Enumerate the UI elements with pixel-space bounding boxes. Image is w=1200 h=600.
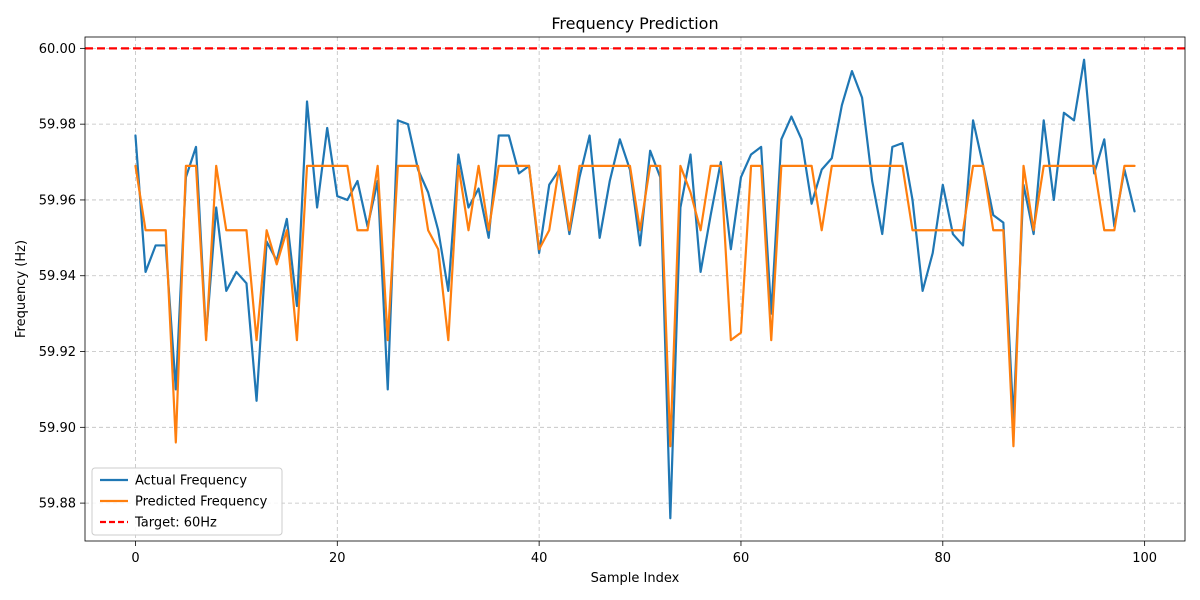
y-tick-label: 59.92: [39, 345, 76, 360]
legend-entry-predicted: Predicted Frequency: [135, 495, 268, 510]
y-tick-label: 59.90: [39, 421, 76, 436]
x-tick-label: 60: [733, 551, 750, 566]
legend-entry-target: Target: 60Hz: [134, 516, 217, 531]
legend-entry-actual: Actual Frequency: [135, 474, 247, 489]
y-tick-label: 60.00: [39, 42, 76, 57]
predicted-frequency-line: [134, 164, 1136, 448]
x-tick-label: 80: [935, 551, 952, 566]
x-tick-label: 20: [329, 551, 346, 566]
x-axis-label: Sample Index: [591, 571, 680, 586]
x-tick-label: 100: [1132, 551, 1157, 566]
x-tick-label: 0: [131, 551, 139, 566]
chart-title: Frequency Prediction: [551, 14, 718, 33]
y-tick-label: 59.88: [39, 497, 76, 512]
series-layer: [134, 58, 1136, 520]
legend: Actual Frequency Predicted Frequency Tar…: [91, 467, 283, 536]
legend-box: [91, 467, 283, 536]
y-tick-label: 59.96: [39, 193, 76, 208]
y-tick-label: 59.94: [39, 269, 76, 284]
plot-frame: [84, 36, 1186, 542]
y-tick-label: 59.98: [39, 118, 76, 133]
y-axis-label: Frequency (Hz): [14, 240, 29, 338]
actual-frequency-line: [134, 58, 1136, 520]
axis-ticks: 0 20 40 60 80 100 59.88 59.90 59.92 59.94 59.96 59.…: [39, 42, 1157, 566]
x-tick-label: 40: [531, 551, 548, 566]
